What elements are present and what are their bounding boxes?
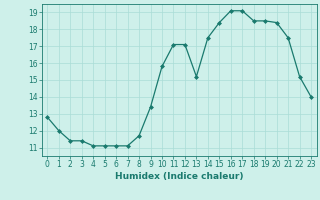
- X-axis label: Humidex (Indice chaleur): Humidex (Indice chaleur): [115, 172, 244, 181]
